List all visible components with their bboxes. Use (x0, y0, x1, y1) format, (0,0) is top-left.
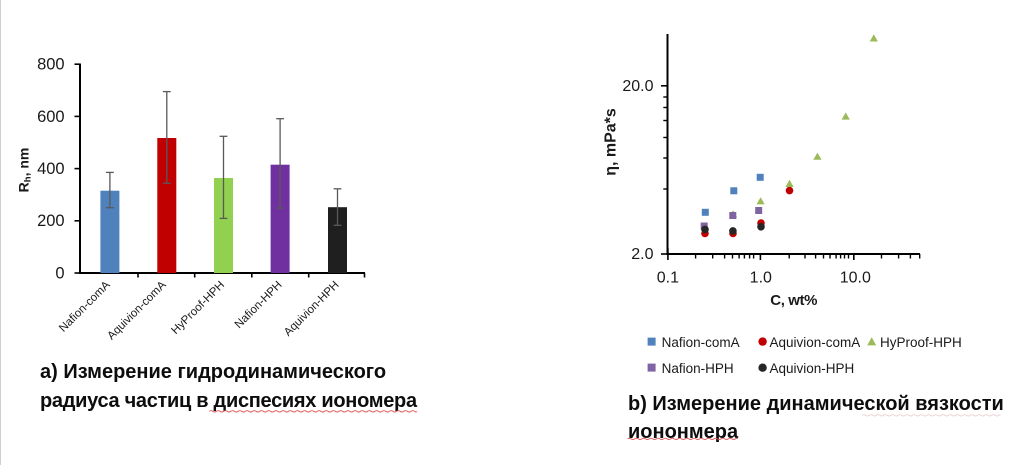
svg-text:2.0: 2.0 (631, 246, 653, 263)
svg-text:a) Измерение гидродинамическог: a) Измерение гидродинамического (40, 361, 386, 383)
svg-text:Aquivion-HPH: Aquivion-HPH (282, 279, 342, 339)
svg-text:Nafion-HPH: Nafion-HPH (662, 361, 734, 376)
svg-text:Aquivion-comA: Aquivion-comA (770, 335, 861, 350)
svg-text:HyProof-HPH: HyProof-HPH (169, 279, 227, 337)
svg-text:Aquivion-HPH: Aquivion-HPH (770, 361, 855, 376)
svg-text:b) Измерение динамической вязк: b) Измерение динамической вязкости (628, 393, 1004, 415)
svg-text:200: 200 (37, 212, 65, 230)
svg-text:Nafion-comA: Nafion-comA (662, 335, 740, 350)
svg-text:0.1: 0.1 (657, 269, 679, 286)
svg-text:0: 0 (55, 264, 64, 282)
svg-text:радиуса частиц в диспесиях ион: радиуса частиц в диспесиях иономера (40, 390, 418, 412)
svg-text:800: 800 (37, 56, 65, 74)
svg-text:Nafion-comA: Nafion-comA (57, 279, 113, 335)
svg-text:Aquivion-comA: Aquivion-comA (105, 279, 168, 342)
svg-text:400: 400 (37, 160, 65, 178)
svg-text:C, wt%: C, wt% (770, 292, 817, 309)
svg-text:HyProof-HPH: HyProof-HPH (880, 335, 962, 350)
svg-text:Rh, nm: Rh, nm (16, 148, 34, 193)
svg-text:иононмера: иононмера (628, 421, 739, 443)
svg-text:600: 600 (37, 108, 65, 126)
svg-text:Nafion-HPH: Nafion-HPH (233, 279, 285, 331)
svg-text:20.0: 20.0 (622, 78, 653, 95)
svg-text:10.0: 10.0 (840, 269, 871, 286)
svg-text:1.0: 1.0 (750, 269, 772, 286)
svg-text:η, mPa*s: η, mPa*s (603, 108, 620, 176)
